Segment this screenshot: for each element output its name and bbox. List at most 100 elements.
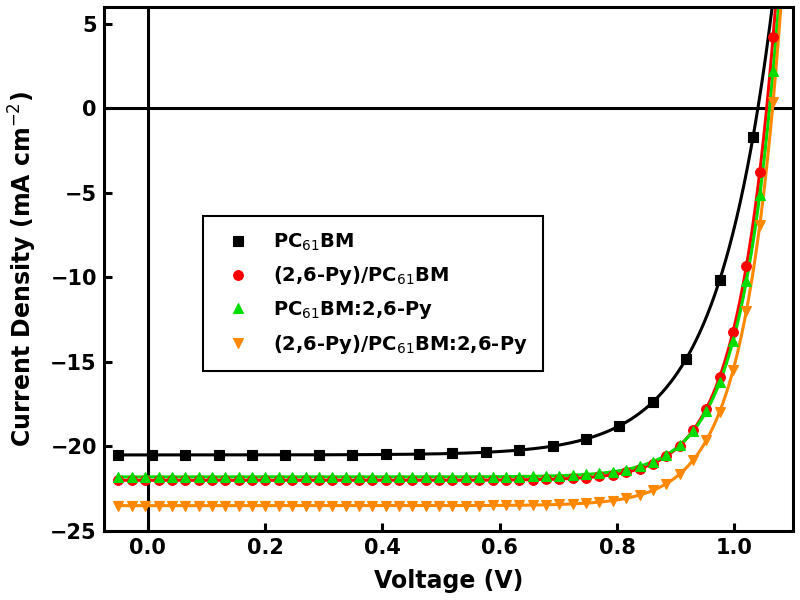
PC$_{61}$BM:2,6-Py xyxy=(474,473,484,481)
(2,6-Py)/PC$_{61}$BM xyxy=(181,476,190,484)
PC$_{61}$BM:2,6-Py xyxy=(408,473,418,481)
(2,6-Py)/PC$_{61}$BM:2,6-Py xyxy=(301,502,310,509)
PC$_{61}$BM:2,6-Py xyxy=(514,473,524,480)
PC$_{61}$BM:2,6-Py xyxy=(728,337,738,344)
PC$_{61}$BM:2,6-Py xyxy=(167,473,177,481)
(2,6-Py)/PC$_{61}$BM xyxy=(194,476,203,484)
(2,6-Py)/PC$_{61}$BM:2,6-Py xyxy=(234,502,243,509)
(2,6-Py)/PC$_{61}$BM xyxy=(341,476,350,484)
(2,6-Py)/PC$_{61}$BM xyxy=(648,460,658,467)
(2,6-Py)/PC$_{61}$BM:2,6-Py xyxy=(755,221,765,229)
(2,6-Py)/PC$_{61}$BM xyxy=(554,475,564,482)
PC$_{61}$BM:2,6-Py xyxy=(608,468,618,475)
(2,6-Py)/PC$_{61}$BM xyxy=(715,373,725,380)
PC$_{61}$BM:2,6-Py xyxy=(702,407,711,415)
PC$_{61}$BM:2,6-Py xyxy=(114,473,123,481)
(2,6-Py)/PC$_{61}$BM:2,6-Py xyxy=(554,501,564,508)
(2,6-Py)/PC$_{61}$BM:2,6-Py xyxy=(221,502,230,509)
(2,6-Py)/PC$_{61}$BM:2,6-Py xyxy=(528,502,538,509)
PC$_{61}$BM:2,6-Py xyxy=(141,473,150,481)
PC$_{61}$BM xyxy=(381,451,390,458)
(2,6-Py)/PC$_{61}$BM:2,6-Py xyxy=(287,502,297,509)
PC$_{61}$BM:2,6-Py xyxy=(622,466,631,473)
(2,6-Py)/PC$_{61}$BM:2,6-Py xyxy=(688,457,698,464)
PC$_{61}$BM xyxy=(147,451,157,458)
PC$_{61}$BM:2,6-Py xyxy=(314,473,324,481)
(2,6-Py)/PC$_{61}$BM:2,6-Py xyxy=(261,502,270,509)
(2,6-Py)/PC$_{61}$BM:2,6-Py xyxy=(367,502,377,509)
PC$_{61}$BM xyxy=(448,450,458,457)
(2,6-Py)/PC$_{61}$BM:2,6-Py xyxy=(154,502,163,509)
(2,6-Py)/PC$_{61}$BM xyxy=(675,442,685,449)
PC$_{61}$BM:2,6-Py xyxy=(127,473,137,481)
PC$_{61}$BM:2,6-Py xyxy=(768,68,778,75)
(2,6-Py)/PC$_{61}$BM:2,6-Py xyxy=(167,502,177,509)
(2,6-Py)/PC$_{61}$BM xyxy=(582,474,591,481)
PC$_{61}$BM:2,6-Py xyxy=(367,473,377,481)
PC$_{61}$BM:2,6-Py xyxy=(341,473,350,481)
(2,6-Py)/PC$_{61}$BM xyxy=(274,476,284,484)
(2,6-Py)/PC$_{61}$BM:2,6-Py xyxy=(501,502,510,509)
PC$_{61}$BM:2,6-Py xyxy=(448,473,458,481)
PC$_{61}$BM xyxy=(514,446,524,454)
(2,6-Py)/PC$_{61}$BM xyxy=(501,476,510,484)
(2,6-Py)/PC$_{61}$BM xyxy=(127,476,137,484)
(2,6-Py)/PC$_{61}$BM:2,6-Py xyxy=(434,502,444,509)
X-axis label: Voltage (V): Voltage (V) xyxy=(374,569,523,593)
PC$_{61}$BM:2,6-Py xyxy=(181,473,190,481)
(2,6-Py)/PC$_{61}$BM xyxy=(608,471,618,478)
(2,6-Py)/PC$_{61}$BM xyxy=(327,476,337,484)
(2,6-Py)/PC$_{61}$BM xyxy=(622,469,631,476)
(2,6-Py)/PC$_{61}$BM xyxy=(141,476,150,484)
(2,6-Py)/PC$_{61}$BM:2,6-Py xyxy=(448,502,458,509)
(2,6-Py)/PC$_{61}$BM:2,6-Py xyxy=(608,497,618,504)
PC$_{61}$BM xyxy=(314,451,324,458)
PC$_{61}$BM:2,6-Py xyxy=(327,473,337,481)
PC$_{61}$BM:2,6-Py xyxy=(154,473,163,481)
PC$_{61}$BM:2,6-Py xyxy=(528,473,538,480)
(2,6-Py)/PC$_{61}$BM xyxy=(367,476,377,484)
PC$_{61}$BM:2,6-Py xyxy=(488,473,498,481)
PC$_{61}$BM:2,6-Py xyxy=(234,473,243,481)
(2,6-Py)/PC$_{61}$BM xyxy=(247,476,257,484)
(2,6-Py)/PC$_{61}$BM:2,6-Py xyxy=(542,501,551,508)
(2,6-Py)/PC$_{61}$BM xyxy=(408,476,418,484)
(2,6-Py)/PC$_{61}$BM:2,6-Py xyxy=(568,500,578,508)
(2,6-Py)/PC$_{61}$BM xyxy=(381,476,390,484)
Line: PC$_{61}$BM: PC$_{61}$BM xyxy=(114,132,758,460)
PC$_{61}$BM xyxy=(582,436,591,443)
PC$_{61}$BM:2,6-Py xyxy=(501,473,510,480)
PC$_{61}$BM:2,6-Py xyxy=(247,473,257,481)
(2,6-Py)/PC$_{61}$BM xyxy=(287,476,297,484)
PC$_{61}$BM xyxy=(414,451,424,458)
PC$_{61}$BM:2,6-Py xyxy=(542,472,551,479)
PC$_{61}$BM:2,6-Py xyxy=(688,428,698,435)
Line: PC$_{61}$BM:2,6-Py: PC$_{61}$BM:2,6-Py xyxy=(114,66,778,482)
PC$_{61}$BM xyxy=(347,451,357,458)
(2,6-Py)/PC$_{61}$BM xyxy=(154,476,163,484)
(2,6-Py)/PC$_{61}$BM:2,6-Py xyxy=(514,502,524,509)
PC$_{61}$BM:2,6-Py xyxy=(715,379,725,386)
(2,6-Py)/PC$_{61}$BM xyxy=(488,476,498,484)
(2,6-Py)/PC$_{61}$BM xyxy=(207,476,217,484)
(2,6-Py)/PC$_{61}$BM xyxy=(221,476,230,484)
(2,6-Py)/PC$_{61}$BM xyxy=(728,328,738,335)
(2,6-Py)/PC$_{61}$BM xyxy=(261,476,270,484)
PC$_{61}$BM:2,6-Py xyxy=(594,470,604,477)
PC$_{61}$BM xyxy=(181,451,190,458)
PC$_{61}$BM:2,6-Py xyxy=(742,278,751,285)
PC$_{61}$BM:2,6-Py xyxy=(287,473,297,481)
PC$_{61}$BM:2,6-Py xyxy=(662,451,671,458)
PC$_{61}$BM xyxy=(114,451,123,458)
(2,6-Py)/PC$_{61}$BM:2,6-Py xyxy=(327,502,337,509)
(2,6-Py)/PC$_{61}$BM:2,6-Py xyxy=(194,502,203,509)
PC$_{61}$BM:2,6-Py xyxy=(554,472,564,479)
PC$_{61}$BM xyxy=(715,277,725,284)
PC$_{61}$BM xyxy=(214,451,223,458)
PC$_{61}$BM:2,6-Py xyxy=(381,473,390,481)
Legend: PC$_{61}$BM, (2,6-Py)/PC$_{61}$BM, PC$_{61}$BM:2,6-Py, (2,6-Py)/PC$_{61}$BM:2,6-: PC$_{61}$BM, (2,6-Py)/PC$_{61}$BM, PC$_{… xyxy=(203,216,543,371)
PC$_{61}$BM xyxy=(648,398,658,406)
(2,6-Py)/PC$_{61}$BM:2,6-Py xyxy=(381,502,390,509)
(2,6-Py)/PC$_{61}$BM:2,6-Py xyxy=(582,500,591,507)
(2,6-Py)/PC$_{61}$BM:2,6-Py xyxy=(715,408,725,415)
